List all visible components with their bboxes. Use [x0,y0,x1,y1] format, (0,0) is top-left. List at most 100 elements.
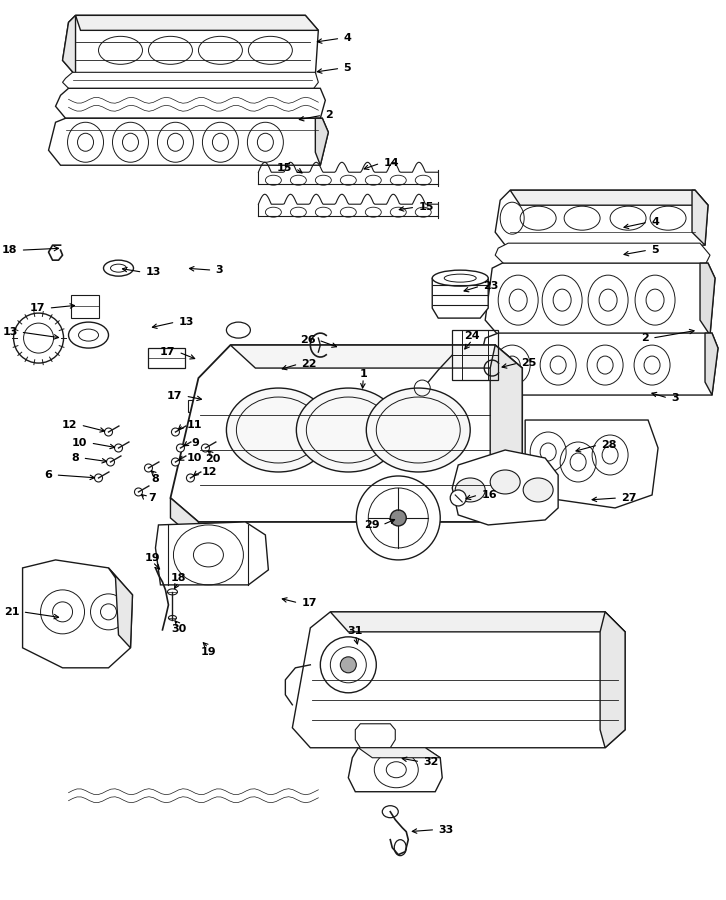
Text: 31: 31 [348,626,363,636]
Text: 28: 28 [601,440,616,450]
Text: 3: 3 [216,266,223,275]
Polygon shape [62,72,318,90]
Text: 25: 25 [521,358,537,368]
Text: 11: 11 [187,420,202,430]
Ellipse shape [94,474,102,482]
Text: 18: 18 [2,245,17,256]
Text: 1: 1 [359,369,367,379]
Text: 21: 21 [4,607,20,616]
Polygon shape [155,522,269,585]
Text: 5: 5 [343,63,351,73]
Text: 23: 23 [484,281,499,291]
Polygon shape [452,450,558,525]
Ellipse shape [432,270,488,286]
Text: 15: 15 [277,163,293,173]
Text: 8: 8 [152,474,159,484]
Text: 14: 14 [383,158,399,168]
Ellipse shape [391,207,407,217]
Text: 33: 33 [439,824,454,834]
Polygon shape [705,333,718,395]
Text: 17: 17 [30,303,46,313]
Ellipse shape [383,806,399,818]
Text: 16: 16 [481,490,497,500]
Text: 6: 6 [45,470,52,480]
Ellipse shape [356,476,440,560]
Ellipse shape [490,470,520,494]
Text: 2: 2 [325,111,333,121]
Text: 13: 13 [179,317,194,327]
Text: 3: 3 [671,393,679,403]
Polygon shape [348,748,442,792]
Polygon shape [359,748,440,758]
Text: 9: 9 [192,438,200,448]
Ellipse shape [134,488,142,496]
Text: 19: 19 [144,553,160,562]
Polygon shape [171,345,522,522]
Ellipse shape [415,176,431,185]
Text: 22: 22 [301,359,317,369]
Ellipse shape [315,207,331,217]
Ellipse shape [455,478,485,502]
Ellipse shape [415,207,431,217]
Ellipse shape [171,458,179,466]
Text: 26: 26 [300,335,315,345]
Ellipse shape [144,464,152,472]
Polygon shape [62,15,318,76]
Polygon shape [355,724,395,748]
Polygon shape [495,190,708,245]
Ellipse shape [340,657,356,673]
Polygon shape [495,243,710,266]
Ellipse shape [296,388,400,472]
Polygon shape [70,295,99,318]
Text: 20: 20 [205,454,220,464]
Ellipse shape [105,428,113,436]
Text: 4: 4 [651,217,659,227]
Text: 7: 7 [149,493,156,503]
Polygon shape [600,612,625,748]
Ellipse shape [14,313,64,363]
Ellipse shape [224,374,274,386]
Ellipse shape [367,388,470,472]
Ellipse shape [391,176,407,185]
Text: 18: 18 [171,573,186,583]
Ellipse shape [320,637,376,693]
Ellipse shape [365,176,381,185]
Ellipse shape [523,478,553,502]
Text: 17: 17 [160,347,176,357]
Polygon shape [293,612,625,748]
Text: 29: 29 [364,520,379,530]
Ellipse shape [340,176,356,185]
Ellipse shape [187,474,195,482]
Polygon shape [189,400,216,412]
Polygon shape [230,345,522,368]
Text: 24: 24 [465,331,480,341]
Text: 4: 4 [343,33,351,43]
Text: 32: 32 [423,757,439,767]
Ellipse shape [171,428,179,436]
Polygon shape [692,190,708,245]
Ellipse shape [104,260,134,276]
Text: 10: 10 [187,453,202,463]
Text: 12: 12 [62,420,78,430]
Polygon shape [490,345,522,522]
Ellipse shape [266,176,282,185]
Ellipse shape [315,176,331,185]
Text: 2: 2 [641,333,649,343]
Ellipse shape [340,207,356,217]
Ellipse shape [290,207,306,217]
Text: 17: 17 [167,391,182,401]
Polygon shape [525,420,658,508]
Polygon shape [432,278,488,318]
Text: 10: 10 [72,438,88,448]
Polygon shape [171,498,198,542]
Ellipse shape [115,444,123,452]
Polygon shape [510,190,708,205]
Polygon shape [23,560,132,668]
Ellipse shape [266,207,282,217]
Ellipse shape [176,444,184,452]
Polygon shape [700,263,715,335]
Text: 13: 13 [2,327,17,338]
Ellipse shape [365,207,381,217]
Text: 12: 12 [201,467,217,477]
Text: 13: 13 [145,267,161,277]
